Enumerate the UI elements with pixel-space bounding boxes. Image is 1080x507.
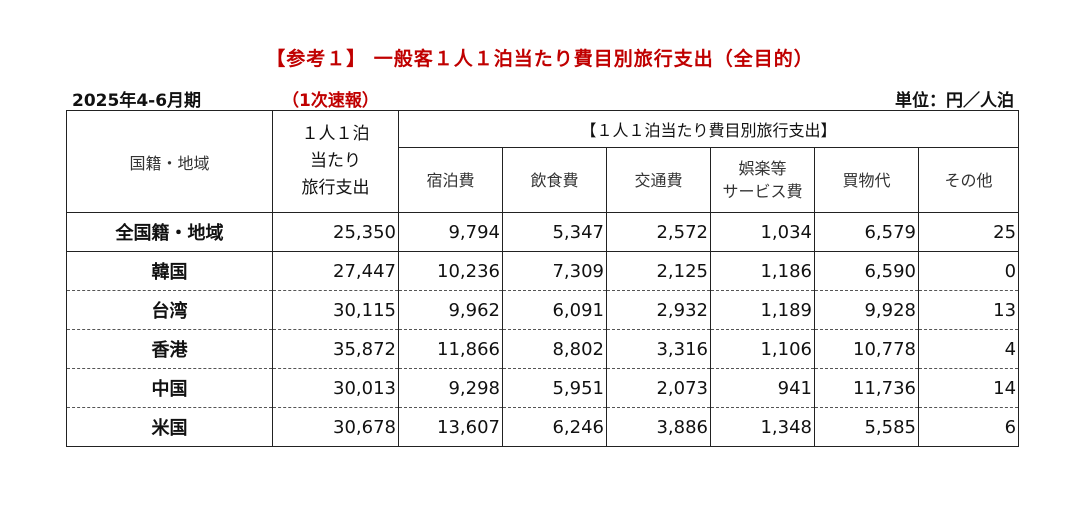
row-value: 2,125 <box>606 251 711 291</box>
row-value: 1,186 <box>710 251 815 291</box>
row-value: 6,579 <box>814 212 919 252</box>
unit-label: 単位：円／人泊 <box>895 91 1014 111</box>
header-entertainment-line: 娯楽等 <box>738 159 787 178</box>
table-row: 香港 35,872 11,866 8,802 3,316 1,106 10,778 4 <box>66 329 1019 369</box>
row-total: 27,447 <box>272 251 399 291</box>
header-total-line: １人１泊 <box>301 124 370 144</box>
header-other: その他 <box>918 147 1019 213</box>
row-total: 30,013 <box>272 368 399 408</box>
row-value: 9,962 <box>398 290 503 330</box>
row-value: 9,794 <box>398 212 503 252</box>
row-value: 4 <box>918 329 1019 369</box>
row-value: 6,246 <box>502 407 607 447</box>
row-value: 941 <box>710 368 815 408</box>
page-title: 【参考１】 一般客１人１泊当たり費目別旅行支出（全目的） <box>266 48 814 70</box>
header-shopping: 買物代 <box>814 147 919 213</box>
row-value: 6 <box>1004 416 1017 438</box>
header-accommodation: 宿泊費 <box>398 147 503 213</box>
table-row: 米国 30,678 13,607 6,246 3,886 1,348 5,585 6 <box>66 407 1019 447</box>
row-country: 米国 <box>66 407 273 447</box>
row-value: 10,778 <box>814 329 919 369</box>
row-value: 2,932 <box>606 290 711 330</box>
row-value: 1,034 <box>710 212 815 252</box>
header-total-line: 当たり <box>310 151 361 171</box>
row-value: 11,866 <box>398 329 503 369</box>
table-row: 韓国 27,447 10,236 7,309 2,125 1,186 6,590 0 <box>66 251 1019 291</box>
preliminary-label: （1次速報） <box>282 91 379 111</box>
row-value: 3,316 <box>606 329 711 369</box>
header-entertainment-line: サービス費 <box>722 182 803 201</box>
header-transport: 交通費 <box>606 147 711 213</box>
row-country: 香港 <box>66 329 273 369</box>
row-value: 1,189 <box>710 290 815 330</box>
row-country: 台湾 <box>66 290 273 330</box>
header-total-line: 旅行支出 <box>301 178 370 198</box>
header-country: 国籍・地域 <box>66 110 273 213</box>
row-country: 全国籍・地域 <box>66 212 273 252</box>
row-value: 2,572 <box>606 212 711 252</box>
row-country: 中国 <box>66 368 273 408</box>
row-total: 30,115 <box>272 290 399 330</box>
row-value: 6,091 <box>502 290 607 330</box>
header-entertainment: 娯楽等 サービス費 <box>710 147 815 213</box>
row-value: 8,802 <box>502 329 607 369</box>
row-value: 5,347 <box>502 212 607 252</box>
row-value: 5,585 <box>814 407 919 447</box>
row-value: 10,236 <box>398 251 503 291</box>
row-value: 1,106 <box>710 329 815 369</box>
row-value: 2,073 <box>606 368 711 408</box>
row-value: 13 <box>918 290 1019 330</box>
row-value: 25 <box>918 212 1019 252</box>
row-value: 13,607 <box>398 407 503 447</box>
header-total: １人１泊 当たり 旅行支出 <box>272 110 399 213</box>
header-food: 飲食費 <box>502 147 607 213</box>
row-value: 9,298 <box>398 368 503 408</box>
row-value: 5,951 <box>502 368 607 408</box>
row-country: 韓国 <box>66 251 273 291</box>
table-row: 中国 30,013 9,298 5,951 2,073 941 11,736 14 <box>66 368 1019 408</box>
row-value: 9,928 <box>814 290 919 330</box>
row-total: 25,350 <box>272 212 399 252</box>
header-group: 【１人１泊当たり費目別旅行支出】 <box>398 110 1019 148</box>
row-value: 1,348 <box>710 407 815 447</box>
table-row: 全国籍・地域 25,350 9,794 5,347 2,572 1,034 6,579 25 <box>66 212 1019 252</box>
row-value: 14 <box>918 368 1019 408</box>
expenditure-table: 国籍・地域 １人１泊 当たり 旅行支出 【１人１泊当たり費目別旅行支出】 宿泊費… <box>66 110 1020 447</box>
row-value: 3,886 <box>606 407 711 447</box>
row-total: 35,872 <box>272 329 399 369</box>
table-row: 台湾 30,115 9,962 6,091 2,932 1,189 9,928 13 <box>66 290 1019 330</box>
row-value: 6,590 <box>814 251 919 291</box>
period-label: 2025年4-6月期 <box>72 91 202 111</box>
row-value: 7,309 <box>502 251 607 291</box>
row-value: 0 <box>918 251 1019 291</box>
row-value: 11,736 <box>814 368 919 408</box>
row-total: 30,678 <box>272 407 399 447</box>
